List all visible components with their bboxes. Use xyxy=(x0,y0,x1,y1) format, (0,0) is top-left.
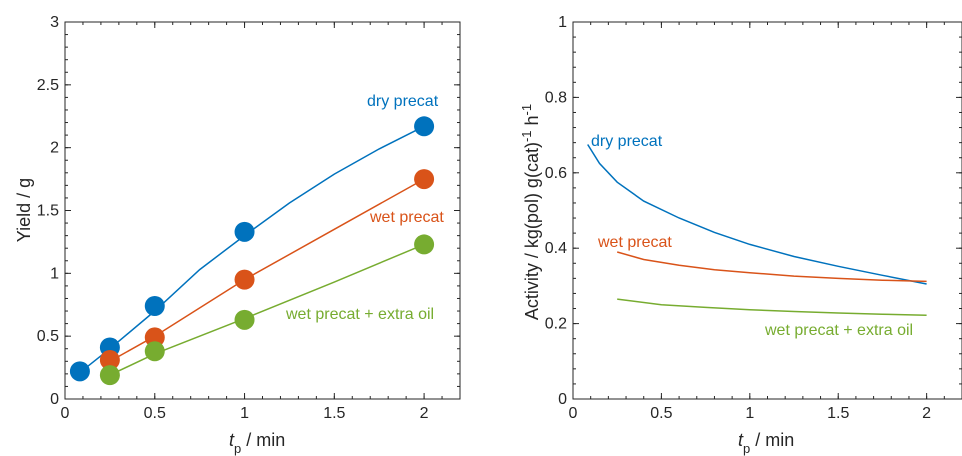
activity-y-tick-label: 0.8 xyxy=(545,89,567,106)
yield-x-axis-var: t xyxy=(229,430,235,450)
activity-y-axis-unit: h xyxy=(522,115,542,130)
activity-y-tick-label: 0 xyxy=(558,391,567,408)
yield-y-axis-label: Yield / g xyxy=(14,178,34,242)
activity-y-tick-label: 0.6 xyxy=(545,165,567,182)
yield-series-line-0 xyxy=(79,125,425,374)
yield-data-point-0 xyxy=(69,361,90,382)
yield-data-point-0 xyxy=(144,296,165,317)
yield-x-tick-label: 0.5 xyxy=(144,405,166,422)
yield-series-label-dry: dry precat xyxy=(367,93,439,110)
yield-y-tick-label: 2 xyxy=(50,140,59,157)
yield-series-label-oil: wet precat + extra oil xyxy=(285,306,434,323)
activity-x-axis-sub: p xyxy=(743,441,750,456)
activity-y-tick-label: 0.2 xyxy=(545,316,567,333)
activity-plot-frame xyxy=(572,21,962,400)
activity-series-label-oil: wet precat + extra oil xyxy=(764,322,913,339)
activity-x-tick-label: 1.5 xyxy=(827,405,849,422)
activity-x-tick-label: 0 xyxy=(569,405,578,422)
yield-data-point-2 xyxy=(414,234,435,255)
activity-x-axis-label: tp / min xyxy=(738,430,794,456)
yield-data-point-2 xyxy=(99,365,120,386)
activity-ticks: 0 0.5 1 1.5 2 0 0.2 0.4 0.6 0.8 1 xyxy=(545,14,962,422)
yield-data-point-0 xyxy=(414,116,435,137)
activity-y-tick-label: 0.4 xyxy=(545,240,567,257)
yield-chart: 0 0.5 1 1.5 2 0 0.5 1 1.5 2 2.5 3 dry precat wet pr… xyxy=(14,14,461,456)
yield-data-point-1 xyxy=(234,269,255,290)
yield-data-point-2 xyxy=(234,309,255,330)
activity-chart: 0 0.5 1 1.5 2 0 0.2 0.4 0.6 0.8 1 dry precat wet p… xyxy=(519,14,962,456)
activity-y-axis-sup1: -1 xyxy=(519,130,534,142)
yield-y-tick-label: 1.5 xyxy=(37,203,59,220)
activity-lines xyxy=(587,144,927,317)
activity-x-axis-unit: / min xyxy=(750,430,794,450)
yield-data-point-1 xyxy=(144,327,165,348)
yield-x-axis-unit: / min xyxy=(241,430,285,450)
yield-x-tick-label: 1.5 xyxy=(323,405,345,422)
yield-y-tick-label: 0.5 xyxy=(37,328,59,345)
activity-series-line-1 xyxy=(616,251,927,283)
yield-y-tick-label: 3 xyxy=(50,14,59,31)
yield-x-axis-sub: p xyxy=(234,441,241,456)
yield-data-point-2 xyxy=(144,341,165,362)
activity-y-axis-main: Activity / kg(pol) g(cat) xyxy=(522,142,542,320)
activity-series-line-2 xyxy=(617,298,927,317)
yield-x-axis-label: tp / min xyxy=(229,430,285,456)
activity-y-axis-sup2: -1 xyxy=(519,104,534,116)
yield-data-points xyxy=(69,116,435,386)
yield-x-tick-label: 1 xyxy=(240,405,249,422)
activity-y-axis-label: Activity / kg(pol) g(cat)-1 h-1 xyxy=(519,104,542,320)
activity-x-tick-label: 1 xyxy=(745,405,754,422)
yield-data-point-1 xyxy=(99,350,120,371)
activity-series-line-0 xyxy=(587,144,927,285)
activity-series-label-wet: wet precat xyxy=(597,234,672,251)
yield-fit-lines xyxy=(79,125,425,376)
yield-ticks: 0 0.5 1 1.5 2 0 0.5 1 1.5 2 2.5 3 xyxy=(37,14,461,422)
activity-x-tick-label: 2 xyxy=(922,405,931,422)
yield-x-tick-label: 2 xyxy=(420,405,429,422)
yield-data-point-0 xyxy=(234,221,255,242)
yield-y-tick-label: 0 xyxy=(50,391,59,408)
yield-y-tick-label: 2.5 xyxy=(37,77,59,94)
activity-x-tick-label: 0.5 xyxy=(650,405,672,422)
yield-series-label-wet: wet precat xyxy=(369,209,444,226)
activity-series-label-dry: dry precat xyxy=(591,133,663,150)
yield-x-tick-label: 0 xyxy=(61,405,70,422)
yield-data-point-1 xyxy=(414,169,435,190)
yield-y-tick-label: 1 xyxy=(50,265,59,282)
activity-x-axis-var: t xyxy=(738,430,744,450)
activity-y-tick-label: 1 xyxy=(558,14,567,31)
